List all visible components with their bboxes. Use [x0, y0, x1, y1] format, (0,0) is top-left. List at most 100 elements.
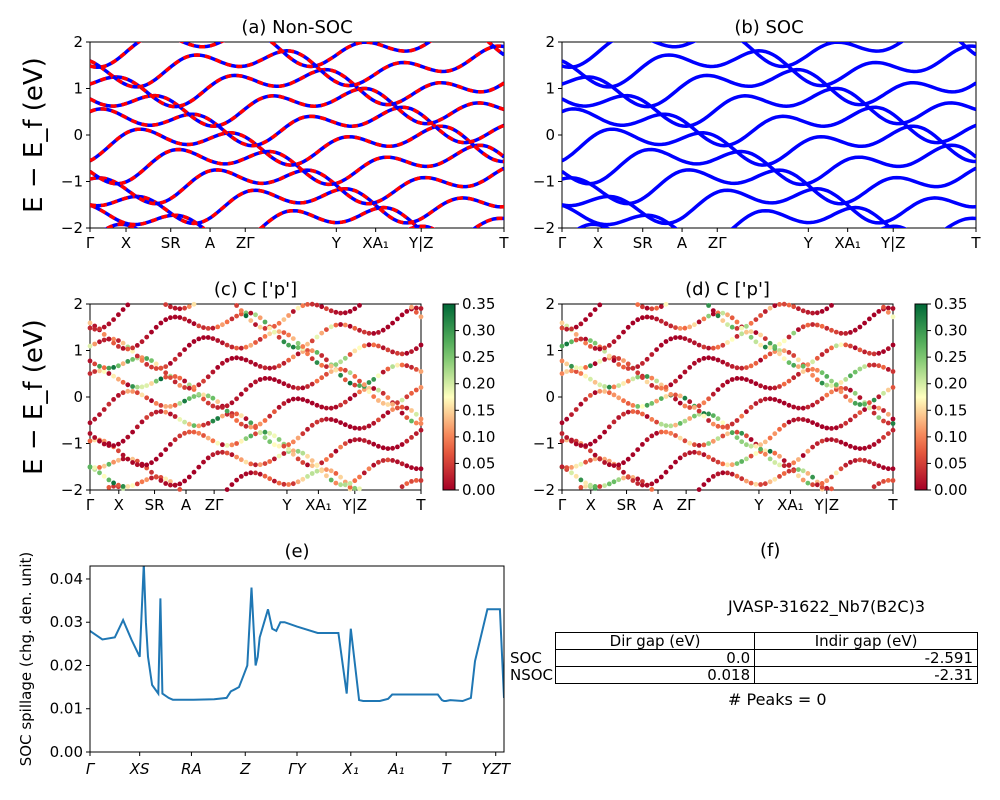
scatter-point: [687, 365, 693, 370]
scatter-point: [300, 397, 306, 402]
scatter-point: [786, 419, 792, 425]
scatter-point: [125, 382, 131, 388]
scatter-point: [630, 452, 636, 458]
scatter-point: [810, 322, 815, 327]
scatter-point: [564, 416, 570, 422]
scatter-point: [215, 365, 221, 370]
scatter-point: [762, 385, 768, 390]
scatter-point: [338, 444, 343, 450]
scatter-point: [309, 400, 315, 406]
scatter-point: [319, 417, 325, 423]
scatter-point: [876, 463, 882, 469]
x-tick-label: Y: [753, 496, 764, 514]
scatter-point: [272, 329, 277, 335]
scatter-point: [606, 424, 612, 430]
scatter-point: [347, 380, 353, 386]
scatter-point: [352, 485, 358, 491]
x-tick-label: ZΓ: [677, 496, 696, 514]
scatter-point: [857, 402, 863, 407]
y-tick-label: −2: [61, 481, 83, 499]
scatter-point: [890, 306, 896, 311]
scatter-point: [649, 383, 655, 388]
scatter-point: [309, 471, 315, 476]
scatter-point: [824, 382, 830, 388]
scatter-point: [876, 394, 882, 400]
scatter-point: [805, 448, 811, 454]
scatter-point: [324, 467, 329, 472]
scatter-point: [890, 416, 896, 422]
scatter-point: [569, 412, 574, 417]
scatter-point: [843, 462, 849, 468]
y-tick-label: 0.01: [50, 700, 83, 718]
x-tick-label: XA₁: [834, 234, 861, 252]
scatter-point: [616, 356, 622, 361]
scatter-point: [328, 369, 334, 374]
scatter-point: [725, 470, 730, 476]
scatter-point: [290, 451, 296, 457]
scatter-point: [243, 471, 249, 477]
scatter-point: [404, 363, 410, 369]
scatter-point: [852, 413, 858, 419]
scatter-point: [399, 404, 405, 410]
scatter-point: [569, 438, 574, 444]
scatter-point: [205, 455, 211, 461]
scatter-point: [814, 482, 820, 488]
scatter-point: [762, 354, 768, 360]
x-tick-label: X: [586, 496, 596, 514]
scatter-point: [418, 466, 424, 472]
scatter-point: [791, 404, 797, 410]
band-line: [90, 166, 504, 206]
scatter-point: [786, 360, 792, 365]
scatter-point: [172, 402, 178, 408]
plot-frame: [89, 565, 505, 753]
scatter-point: [243, 459, 249, 465]
scatter-point: [357, 437, 362, 442]
scatter-point: [748, 437, 754, 442]
scatter-point: [172, 437, 178, 443]
scatter-point: [871, 404, 877, 410]
scatter-point: [248, 359, 254, 365]
scatter-point: [347, 352, 353, 357]
scatter-point: [286, 442, 291, 448]
scatter-point: [616, 334, 622, 340]
scatter-point: [328, 417, 334, 422]
scatter-point: [687, 324, 693, 330]
scatter-point: [101, 473, 107, 479]
scatter-point: [796, 467, 801, 472]
scatter-point: [248, 470, 254, 476]
scatter-point: [347, 396, 353, 402]
band-line: [90, 187, 504, 226]
scatter-point: [149, 398, 154, 404]
scatter-point: [833, 425, 839, 431]
scatter-point: [418, 385, 424, 390]
scatter-point: [149, 358, 154, 363]
scatter-point: [559, 358, 565, 364]
scatter-point: [767, 396, 773, 402]
scatter-point: [881, 408, 886, 413]
scatter-point: [229, 452, 235, 458]
scatter-point: [635, 404, 641, 409]
y-tick-label: 2: [545, 33, 555, 51]
colorbar-tick-label: 0.30: [934, 322, 967, 340]
colorbar-tick-label: 0.15: [934, 401, 967, 419]
scatter-point: [106, 477, 112, 483]
colorbar-bar: [442, 303, 456, 491]
scatter-point: [253, 340, 258, 345]
band-line: [562, 187, 976, 226]
scatter-point: [729, 471, 735, 477]
scatter-point: [720, 310, 726, 316]
scatter-point: [376, 343, 381, 349]
x-tick-label: Y: [331, 234, 342, 252]
scatter-point: [120, 340, 126, 346]
scatter-point: [781, 356, 787, 362]
scatter-point: [729, 421, 735, 427]
scatter-point: [848, 387, 853, 393]
scatter-point: [134, 353, 140, 359]
scatter-point: [177, 481, 183, 487]
scatter-point: [696, 450, 702, 456]
scatter-point: [862, 401, 867, 407]
scatter-point: [229, 316, 235, 322]
scatter-point: [319, 404, 325, 410]
scatter-point: [687, 440, 693, 446]
scatter-point: [621, 469, 626, 475]
